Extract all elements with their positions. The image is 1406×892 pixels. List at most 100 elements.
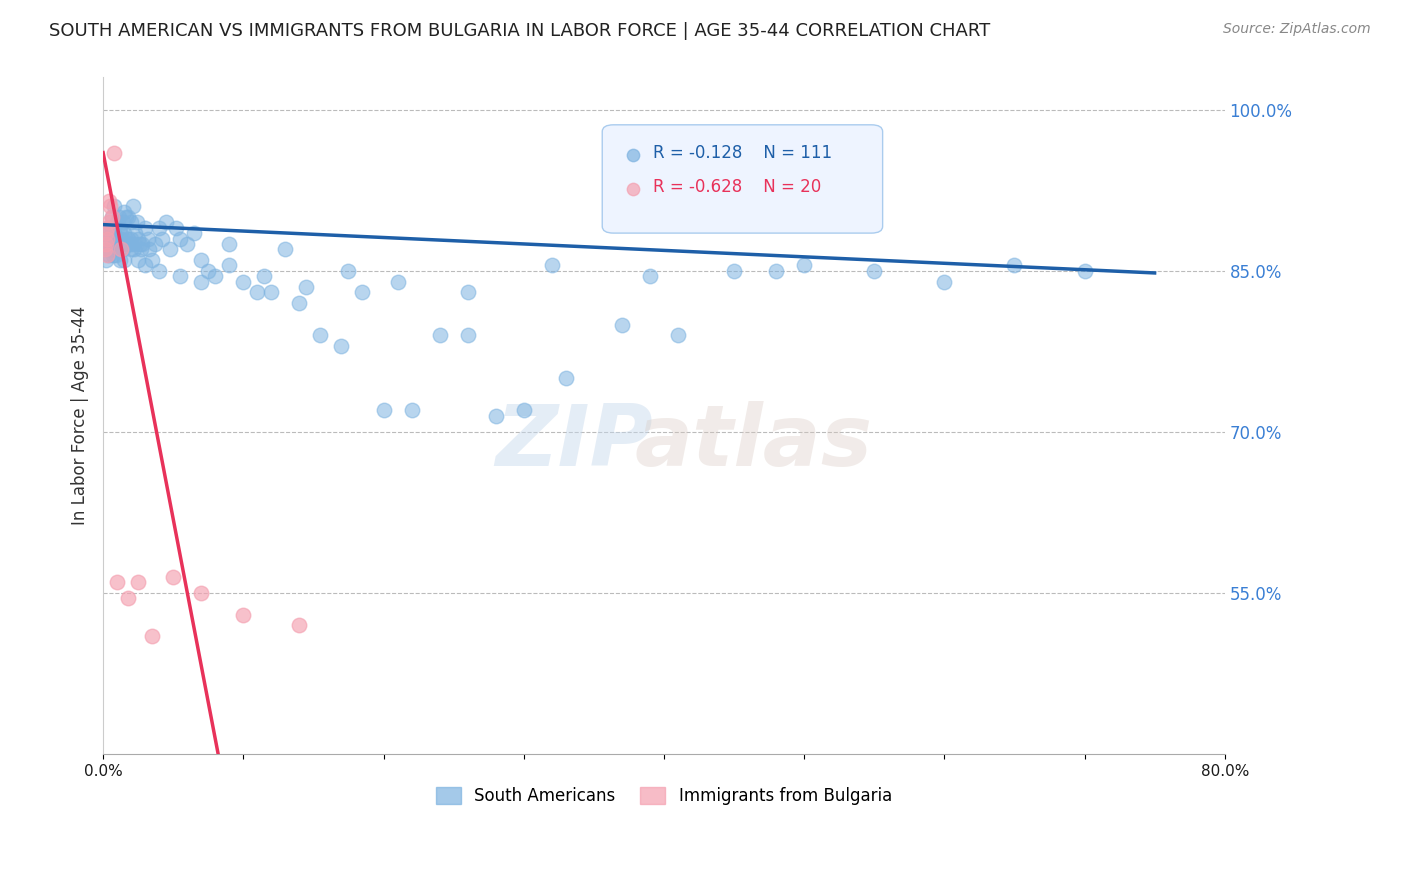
- Point: [169, 231, 191, 245]
- Point: [105, 215, 128, 229]
- Point: [169, 269, 191, 284]
- Point: [96, 231, 118, 245]
- Point: [112, 253, 135, 268]
- Point: [127, 253, 149, 268]
- Point: [309, 328, 332, 343]
- Point: [554, 371, 576, 385]
- Point: [723, 264, 745, 278]
- Point: [155, 215, 177, 229]
- Point: [98, 243, 121, 257]
- Point: [101, 243, 124, 257]
- FancyBboxPatch shape: [602, 125, 883, 233]
- Point: [610, 318, 633, 332]
- Point: [122, 243, 145, 257]
- Point: [96, 220, 118, 235]
- Point: [94, 226, 117, 240]
- Point: [125, 215, 148, 229]
- Point: [94, 231, 117, 245]
- Point: [96, 248, 118, 262]
- Point: [754, 280, 776, 294]
- Point: [127, 231, 149, 245]
- Point: [128, 236, 150, 251]
- Point: [162, 570, 184, 584]
- Point: [190, 275, 212, 289]
- Point: [204, 269, 226, 284]
- Point: [330, 339, 353, 353]
- Point: [429, 328, 451, 343]
- Point: [129, 243, 152, 257]
- Point: [176, 236, 198, 251]
- Point: [101, 248, 124, 262]
- Point: [232, 607, 254, 622]
- Point: [104, 231, 127, 245]
- Point: [150, 231, 173, 245]
- Point: [105, 231, 128, 245]
- Text: atlas: atlas: [634, 401, 873, 484]
- Point: [148, 220, 170, 235]
- Point: [141, 629, 163, 643]
- Point: [124, 226, 146, 240]
- Point: [638, 269, 661, 284]
- Point: [98, 231, 121, 245]
- Point: [131, 236, 153, 251]
- Point: [104, 243, 127, 257]
- Point: [98, 199, 121, 213]
- Point: [108, 226, 131, 240]
- Point: [112, 226, 135, 240]
- Point: [165, 220, 187, 235]
- Point: [117, 210, 139, 224]
- Point: [114, 210, 136, 224]
- Point: [457, 285, 479, 300]
- Point: [97, 248, 120, 262]
- Point: [97, 194, 120, 208]
- Point: [110, 243, 132, 257]
- Point: [120, 215, 142, 229]
- Point: [148, 264, 170, 278]
- Point: [754, 226, 776, 240]
- Point: [134, 220, 156, 235]
- Point: [94, 253, 117, 268]
- Point: [260, 285, 283, 300]
- Point: [401, 403, 423, 417]
- Text: SOUTH AMERICAN VS IMMIGRANTS FROM BULGARIA IN LABOR FORCE | AGE 35-44 CORRELATIO: SOUTH AMERICAN VS IMMIGRANTS FROM BULGAR…: [49, 22, 990, 40]
- Point: [934, 275, 956, 289]
- Point: [288, 618, 311, 632]
- Point: [143, 236, 166, 251]
- Point: [103, 236, 125, 251]
- Point: [115, 236, 138, 251]
- Point: [98, 236, 121, 251]
- Point: [863, 264, 886, 278]
- Point: [94, 236, 117, 251]
- Point: [138, 243, 160, 257]
- Point: [288, 296, 311, 310]
- Point: [96, 220, 118, 235]
- Point: [274, 243, 297, 257]
- Point: [108, 253, 131, 268]
- Point: [97, 243, 120, 257]
- Point: [190, 253, 212, 268]
- Point: [105, 575, 128, 590]
- Point: [666, 328, 689, 343]
- Point: [94, 231, 117, 245]
- Point: [485, 409, 508, 423]
- Point: [218, 236, 240, 251]
- Point: [103, 199, 125, 213]
- Point: [112, 204, 135, 219]
- Legend: South Americans, Immigrants from Bulgaria: South Americans, Immigrants from Bulgari…: [427, 779, 900, 814]
- Point: [765, 264, 787, 278]
- Point: [253, 269, 276, 284]
- Text: R = -0.128    N = 111: R = -0.128 N = 111: [652, 145, 832, 162]
- Point: [110, 231, 132, 245]
- Point: [197, 264, 219, 278]
- Point: [337, 264, 360, 278]
- Point: [97, 226, 120, 240]
- Point: [141, 253, 163, 268]
- Point: [100, 210, 122, 224]
- Point: [1073, 264, 1095, 278]
- Point: [107, 210, 129, 224]
- Point: [232, 275, 254, 289]
- Point: [183, 226, 205, 240]
- Y-axis label: In Labor Force | Age 35-44: In Labor Force | Age 35-44: [72, 306, 89, 525]
- Point: [190, 586, 212, 600]
- Point: [295, 280, 318, 294]
